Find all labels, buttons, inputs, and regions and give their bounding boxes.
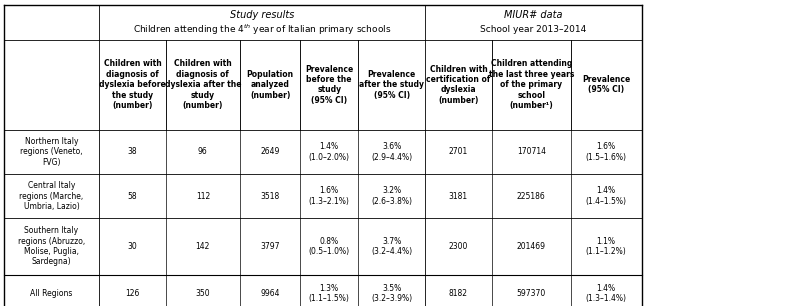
Text: Children with
certification of
dyslexia
(number): Children with certification of dyslexia … — [427, 65, 490, 105]
Text: 112: 112 — [196, 192, 210, 200]
Text: 2701: 2701 — [449, 147, 468, 156]
Text: 225186: 225186 — [517, 192, 546, 200]
Text: Children with
diagnosis of
dyslexia before
the study
(number): Children with diagnosis of dyslexia befo… — [99, 59, 166, 110]
Text: School year 2013–2014: School year 2013–2014 — [481, 25, 586, 34]
Text: Prevalence
after the study
(95% CI): Prevalence after the study (95% CI) — [359, 70, 424, 99]
Text: All Regions: All Regions — [31, 289, 72, 298]
Text: 3797: 3797 — [260, 242, 280, 251]
Text: 597370: 597370 — [517, 289, 546, 298]
Text: 201469: 201469 — [517, 242, 546, 251]
Text: Children attending the 4$^{th}$ year of Italian primary schools: Children attending the 4$^{th}$ year of … — [133, 23, 391, 37]
Text: 142: 142 — [196, 242, 210, 251]
Text: Prevalence
(95% CI): Prevalence (95% CI) — [582, 75, 630, 94]
Text: 1.4%
(1.0–2.0%): 1.4% (1.0–2.0%) — [309, 142, 349, 162]
Text: 38: 38 — [128, 147, 137, 156]
Text: 1.3%
(1.1–1.5%): 1.3% (1.1–1.5%) — [309, 284, 349, 303]
Text: 170714: 170714 — [517, 147, 546, 156]
Text: Northern Italy
regions (Veneto,
FVG): Northern Italy regions (Veneto, FVG) — [20, 137, 83, 167]
Text: 30: 30 — [127, 242, 138, 251]
Text: 126: 126 — [126, 289, 139, 298]
Text: MIUR# data: MIUR# data — [504, 10, 563, 20]
Text: 2649: 2649 — [260, 147, 280, 156]
Text: 3.2%
(2.6–3.8%): 3.2% (2.6–3.8%) — [371, 186, 412, 206]
Text: 96: 96 — [198, 147, 208, 156]
Text: 0.8%
(0.5–1.0%): 0.8% (0.5–1.0%) — [308, 237, 350, 256]
Text: 9964: 9964 — [260, 289, 280, 298]
Text: Children attending
the last three years
of the primary
school
(number¹): Children attending the last three years … — [489, 59, 574, 110]
Text: Children with
diagnosis of
dyslexia after the
study
(number): Children with diagnosis of dyslexia afte… — [164, 59, 242, 110]
Text: Population
analyzed
(number): Population analyzed (number) — [246, 70, 294, 99]
Text: 350: 350 — [196, 289, 210, 298]
Text: 1.6%
(1.5–1.6%): 1.6% (1.5–1.6%) — [586, 142, 626, 162]
Text: Study results: Study results — [230, 10, 294, 20]
Text: 1.4%
(1.4–1.5%): 1.4% (1.4–1.5%) — [586, 186, 626, 206]
Text: 1.6%
(1.3–2.1%): 1.6% (1.3–2.1%) — [309, 186, 349, 206]
Text: 3.5%
(3.2–3.9%): 3.5% (3.2–3.9%) — [371, 284, 412, 303]
Text: 3181: 3181 — [449, 192, 468, 200]
Text: 2300: 2300 — [448, 242, 469, 251]
Text: Central Italy
regions (Marche,
Umbria, Lazio): Central Italy regions (Marche, Umbria, L… — [19, 181, 84, 211]
Text: 3518: 3518 — [261, 192, 279, 200]
Text: Prevalence
before the
study
(95% CI): Prevalence before the study (95% CI) — [305, 65, 353, 105]
Text: Southern Italy
regions (Abruzzo,
Molise, Puglia,
Sardegna): Southern Italy regions (Abruzzo, Molise,… — [18, 226, 85, 267]
Text: 1.1%
(1.1–1.2%): 1.1% (1.1–1.2%) — [586, 237, 626, 256]
Text: 58: 58 — [128, 192, 137, 200]
Text: 1.4%
(1.3–1.4%): 1.4% (1.3–1.4%) — [586, 284, 626, 303]
Text: 8182: 8182 — [449, 289, 468, 298]
Text: 3.6%
(2.9–4.4%): 3.6% (2.9–4.4%) — [371, 142, 412, 162]
Text: 3.7%
(3.2–4.4%): 3.7% (3.2–4.4%) — [371, 237, 412, 256]
